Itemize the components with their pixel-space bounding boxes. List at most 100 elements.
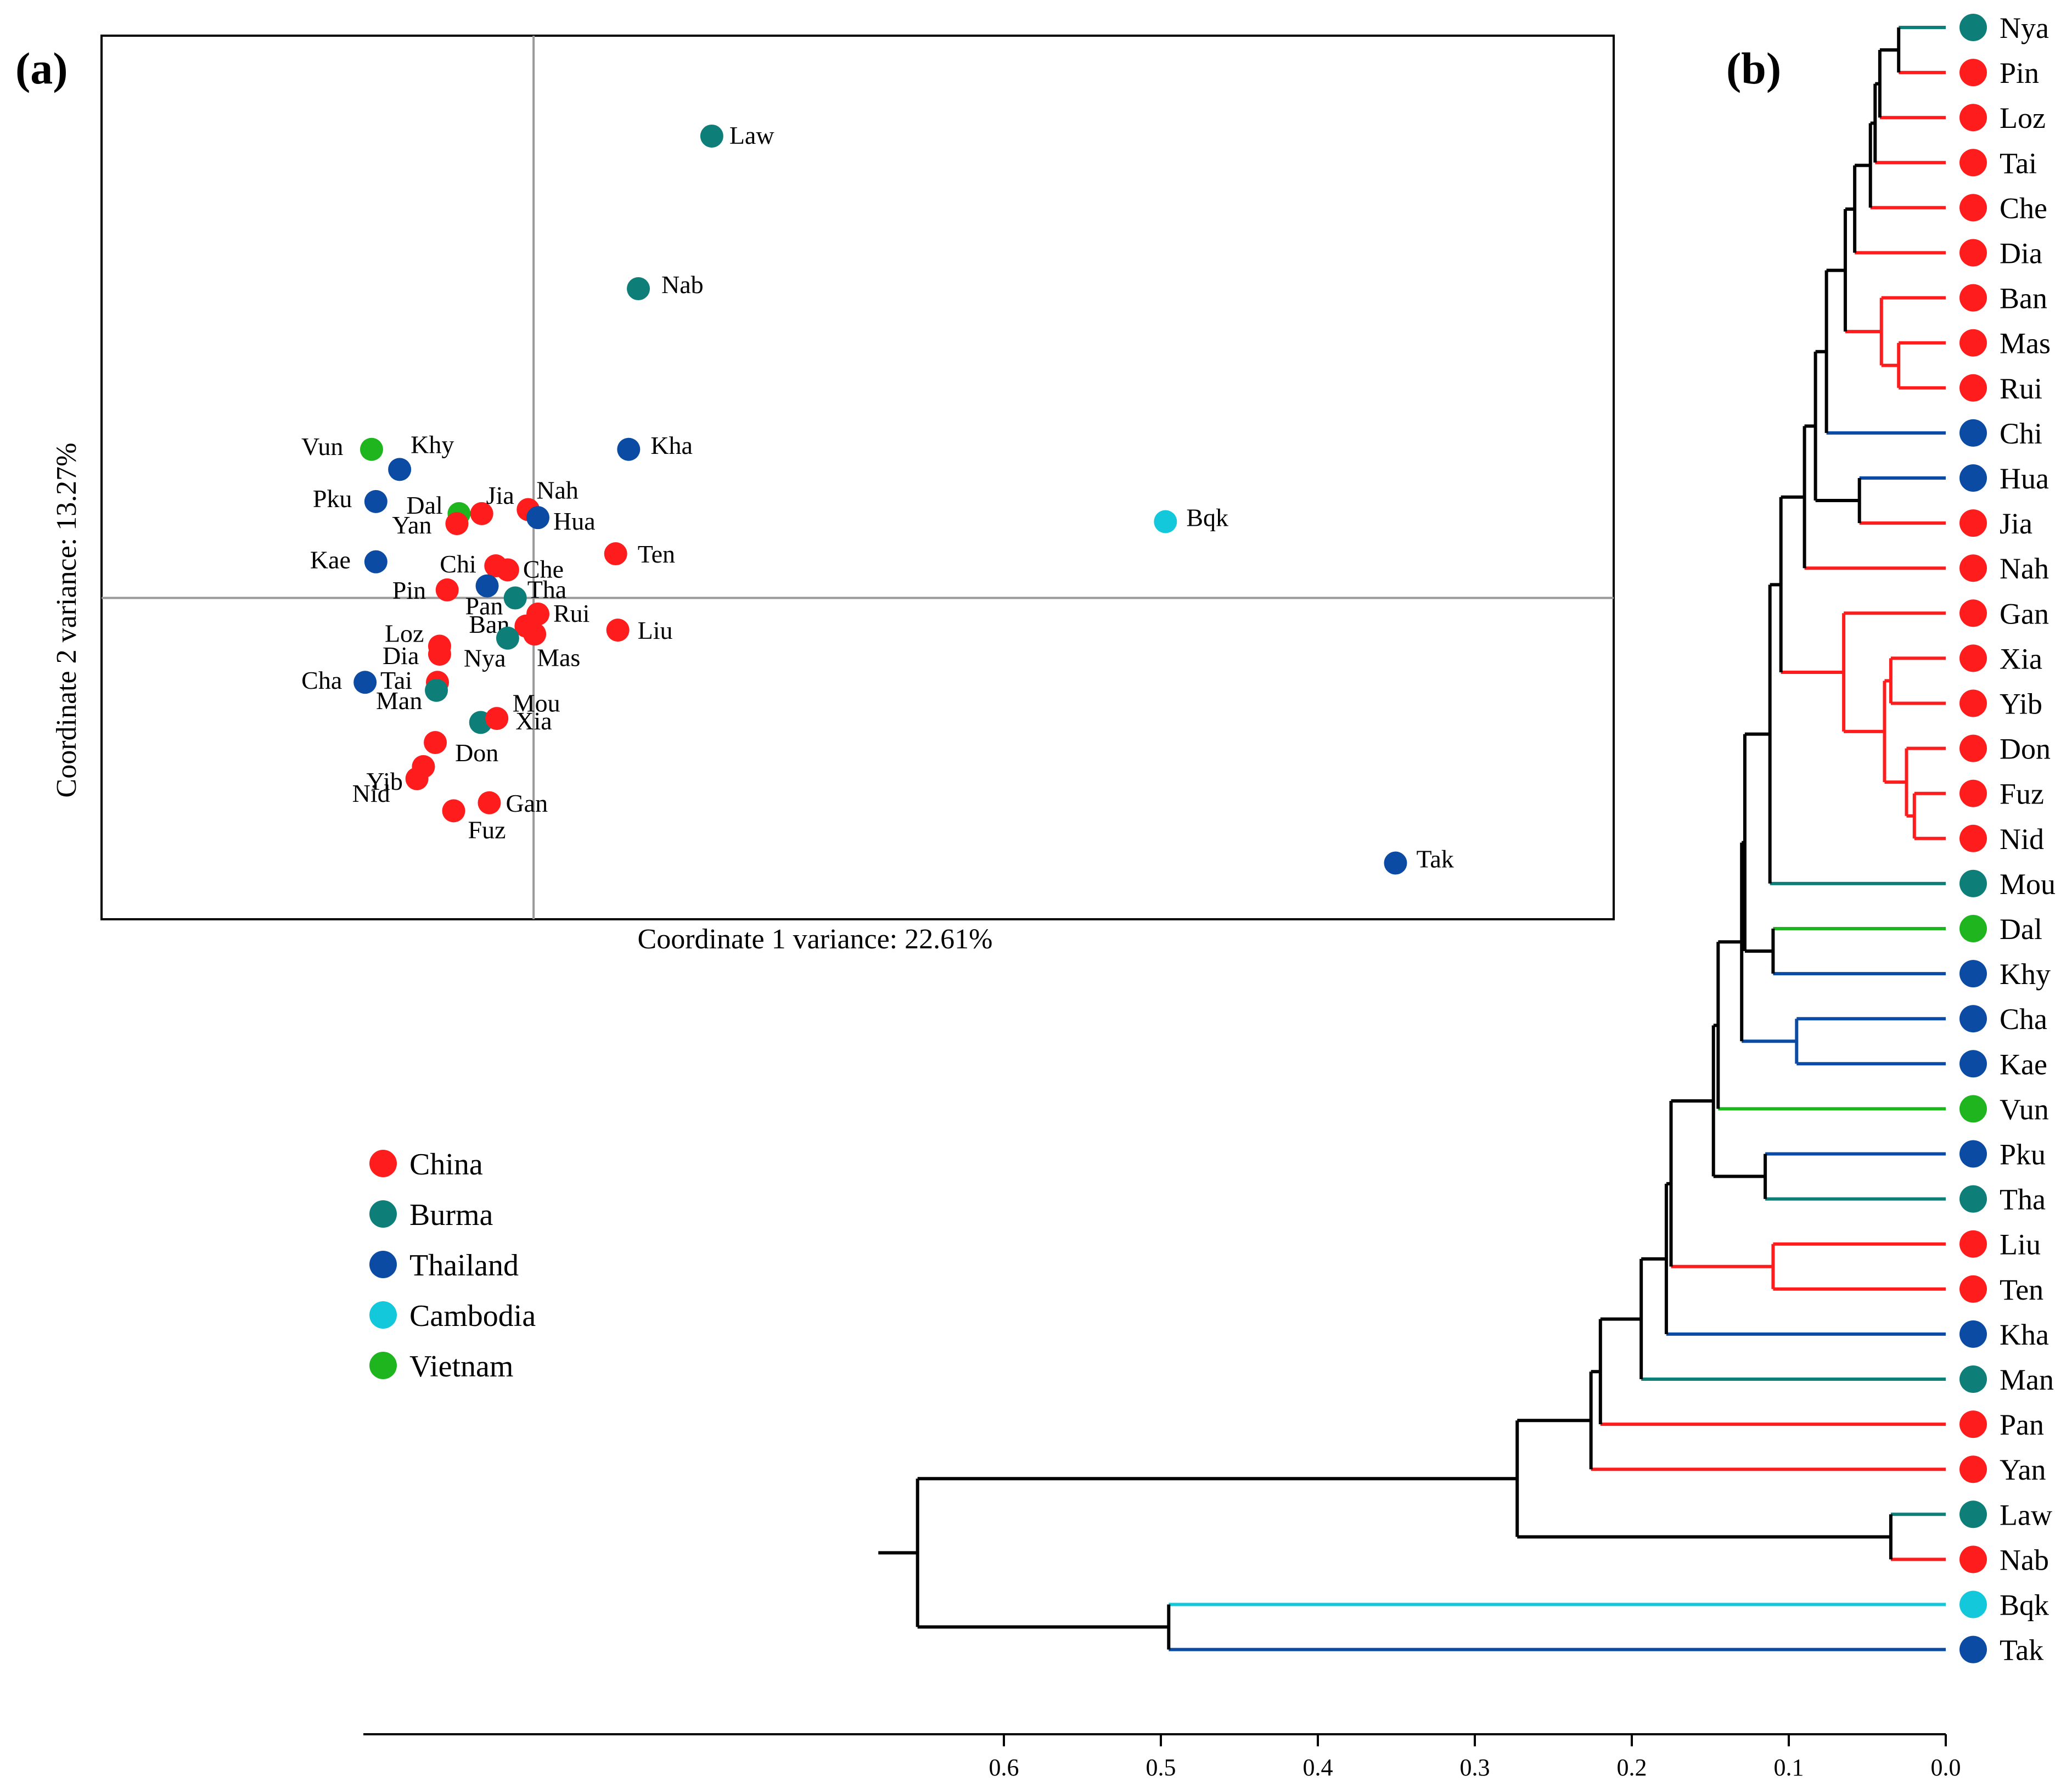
point-nid [405, 767, 429, 790]
point-gan [478, 791, 501, 814]
point-label-khy: Khy [411, 430, 454, 458]
dendrogram-x-axis: 0.6 0.5 0.4 0.3 0.2 0.1 0.0 [363, 1733, 1961, 1781]
point-label-tai: Tai [380, 666, 412, 694]
leaf-label-chi: Chi [2000, 417, 2042, 450]
point-label-tak: Tak [1416, 845, 1453, 873]
point-label-fuz: Fuz [468, 816, 506, 844]
point-label-dia: Dia [383, 642, 419, 670]
leaf-dot-nah [1959, 554, 1987, 582]
leaf-label-pan: Pan [2000, 1408, 2044, 1441]
legend-label-cambodia: Cambodia [409, 1299, 536, 1333]
point-label-nah: Nah [536, 476, 579, 504]
leaf-label-nah: Nah [2000, 552, 2049, 585]
point-label-rui: Rui [553, 599, 589, 627]
point-vun [360, 437, 383, 461]
point-mas [523, 622, 547, 646]
leaf-dot-vun [1959, 1095, 1987, 1123]
legend-label-thailand: Thailand [409, 1249, 519, 1283]
point-label-mas: Mas [537, 643, 580, 671]
point-label-kha: Kha [650, 431, 693, 459]
pcoa-panel: (a) Law Nab Vun Khy Kha Pku Dal Jia Nah Hua Yan Bqk… [15, 35, 1615, 1384]
point-label-law: Law [729, 121, 775, 149]
leaf-label-vun: Vun [2000, 1093, 2049, 1126]
point-label-vun: Vun [301, 432, 343, 460]
leaf-label-law: Law [2000, 1498, 2052, 1531]
point-label-don: Don [455, 739, 498, 767]
leaf-dot-ten [1959, 1275, 1987, 1303]
leaf-dot-khy [1959, 960, 1987, 988]
dendrogram-branches [878, 26, 1946, 1651]
leaf-dot-dia [1959, 239, 1987, 267]
point-label-tha: Tha [527, 576, 567, 604]
point-liu [606, 619, 630, 642]
leaf-label-mas: Mas [2000, 327, 2051, 360]
leaf-dot-man [1959, 1365, 1987, 1393]
point-label-dal: Dal [406, 491, 442, 519]
point-pan [475, 574, 499, 598]
point-label-xia: Xia [515, 707, 552, 735]
leaf-dot-don [1959, 734, 1987, 762]
leaf-dot-ban [1959, 284, 1987, 312]
leaf-dot-kha [1959, 1320, 1987, 1348]
leaf-label-dal: Dal [2000, 913, 2042, 946]
leaf-label-mou: Mou [2000, 868, 2056, 901]
leaf-dot-nid [1959, 824, 1987, 852]
leaf-dot-yan [1959, 1455, 1987, 1483]
point-kha [617, 437, 641, 461]
leaf-label-xia: Xia [2000, 642, 2042, 675]
leaf-dot-nya [1959, 14, 1987, 41]
x-axis-title: Coordinate 1 variance: 22.61% [638, 924, 993, 955]
leaf-label-tak: Tak [2000, 1634, 2043, 1667]
leaf-dot-cha [1959, 1005, 1987, 1033]
leaf-dot-jia [1959, 509, 1987, 537]
leaf-label-tai: Tai [2000, 147, 2037, 179]
leaf-dot-xia [1959, 644, 1987, 672]
leaf-dot-tak [1959, 1635, 1987, 1663]
leaf-dot-kae [1959, 1050, 1987, 1078]
plot-frame [100, 35, 1615, 920]
leaf-dot-dal [1959, 915, 1987, 942]
leaf-dot-tha [1959, 1185, 1987, 1213]
point-nya [496, 626, 519, 650]
leaf-dot-mou [1959, 869, 1987, 897]
tick-label: 0.2 [1617, 1754, 1647, 1781]
legend-swatch-burma [369, 1200, 397, 1228]
tick-label: 0.4 [1303, 1754, 1333, 1781]
point-dia [428, 643, 451, 666]
legend-label-vietnam: Vietnam [409, 1350, 513, 1384]
leaf-label-ban: Ban [2000, 282, 2047, 315]
leaf-dot-tai [1959, 149, 1987, 177]
point-pku [364, 490, 388, 513]
point-label-yan: Yan [392, 511, 431, 539]
point-che [496, 558, 519, 582]
leaf-label-tha: Tha [2000, 1183, 2046, 1216]
point-label-liu: Liu [638, 616, 673, 644]
point-law [700, 124, 723, 148]
point-label-man: Man [376, 687, 422, 715]
leaf-label-che: Che [2000, 192, 2047, 224]
panel-a-label: (a) [15, 43, 68, 93]
leaf-label-man: Man [2000, 1363, 2054, 1396]
y-axis-title: Coordinate 2 variance: 13.27% [51, 443, 82, 798]
point-yan [445, 512, 469, 536]
leaf-label-ten: Ten [2000, 1273, 2043, 1306]
point-label-chi: Chi [440, 550, 476, 578]
leaf-dot-hua [1959, 464, 1987, 492]
tick-label: 0.5 [1146, 1754, 1176, 1781]
point-pin [435, 578, 459, 602]
legend-swatch-cambodia [369, 1301, 397, 1329]
point-label-hua: Hua [553, 507, 596, 535]
point-cha [353, 671, 377, 694]
point-label-kae: Kae [310, 546, 351, 574]
leaf-label-khy: Khy [2000, 958, 2051, 991]
point-kae [364, 550, 388, 574]
legend-label-burma: Burma [409, 1198, 493, 1232]
leaf-dot-fuz [1959, 779, 1987, 807]
point-label-bqk: Bqk [1186, 504, 1228, 532]
leaf-dot-gan [1959, 599, 1987, 627]
leaf-label-don: Don [2000, 733, 2051, 766]
leaf-label-pin: Pin [2000, 57, 2039, 89]
leaf-label-liu: Liu [2000, 1228, 2041, 1261]
point-jia [470, 502, 493, 525]
point-label-pin: Pin [392, 576, 426, 604]
